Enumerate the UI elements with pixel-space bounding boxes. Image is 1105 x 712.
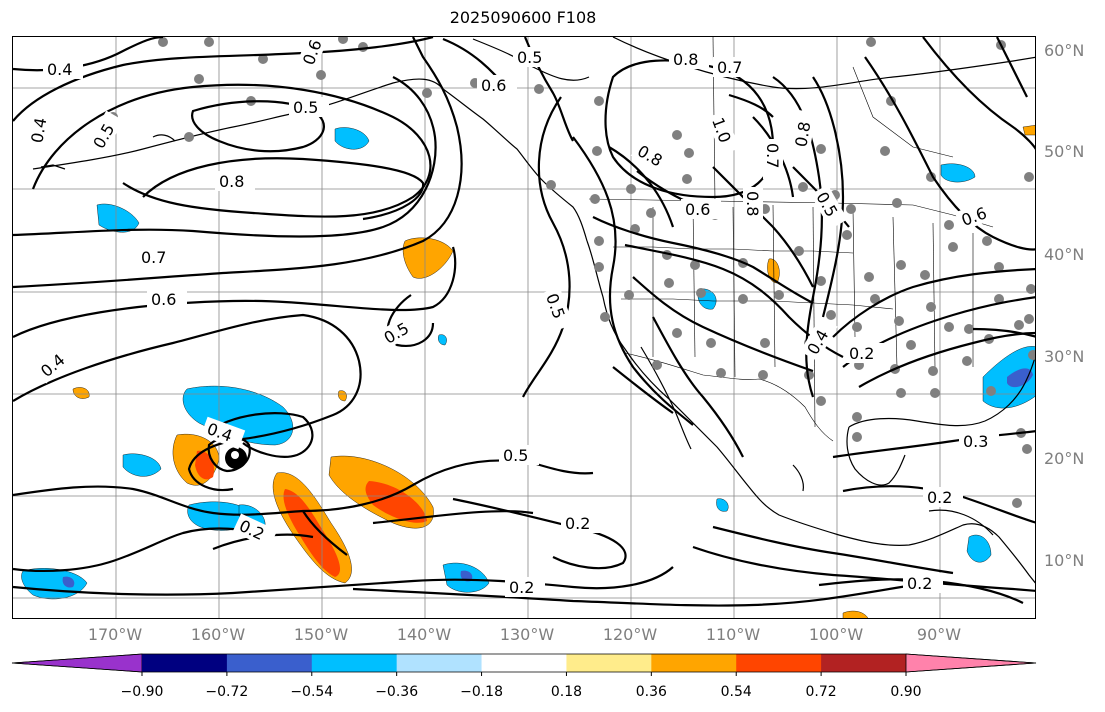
contour-label: 0.8 bbox=[743, 191, 762, 216]
shade-blue bbox=[940, 163, 976, 183]
shade-royal-blue bbox=[62, 576, 75, 588]
colorbar-tick-label: −0.72 bbox=[205, 684, 249, 700]
shade-blue bbox=[122, 453, 162, 477]
colorbar-segment bbox=[142, 654, 228, 672]
colorbar-extend-max bbox=[905, 653, 1037, 673]
lon-label: 90°W bbox=[916, 625, 962, 644]
shade-blue bbox=[21, 568, 88, 600]
lon-label: 100°W bbox=[808, 625, 864, 644]
shade-blue bbox=[96, 203, 140, 233]
contour-label: 0.7 bbox=[141, 248, 166, 267]
contour-label: 0.8 bbox=[219, 172, 244, 191]
contour-label-group: 0.4 0.5 0.6 0.7 0.8 0.4 0.6 0.5 0.8 0.7 … bbox=[25, 37, 1000, 597]
coastlines bbox=[32, 37, 1035, 584]
colorbar-segment bbox=[226, 654, 313, 672]
lat-label: 10°N bbox=[1044, 551, 1085, 570]
colorbar-tick-label: 0.36 bbox=[635, 684, 667, 700]
lon-label: 170°W bbox=[87, 625, 143, 644]
lon-label: 150°W bbox=[293, 625, 349, 644]
colorbar-segment bbox=[736, 654, 822, 672]
lat-label: 40°N bbox=[1044, 245, 1085, 264]
colorbar-segment bbox=[481, 654, 567, 672]
contour-label: 0.2 bbox=[509, 578, 534, 597]
lon-label: 120°W bbox=[602, 625, 658, 644]
contour-label: 0.5 bbox=[293, 98, 318, 117]
shade-blue bbox=[182, 385, 293, 446]
lon-label: 110°W bbox=[705, 625, 761, 644]
contour-label: 0.6 bbox=[151, 290, 176, 309]
plot-title: 2025090600 F108 bbox=[449, 8, 597, 27]
contour-label: 0.2 bbox=[927, 488, 952, 507]
colorbar-tick-label: 0.90 bbox=[890, 684, 922, 700]
shade-royal-blue bbox=[1007, 368, 1033, 388]
contour-label: 0.2 bbox=[907, 574, 932, 593]
colorbar-segment bbox=[566, 654, 652, 672]
map-canvas: 0.4 0.5 0.6 0.7 0.8 0.4 0.6 0.5 0.8 0.7 … bbox=[13, 37, 1035, 618]
shade-orange bbox=[842, 610, 869, 618]
colorbar-tick-label: −0.90 bbox=[120, 684, 164, 700]
colorbar-segment bbox=[311, 654, 398, 672]
shade-orange bbox=[1022, 125, 1035, 136]
contour-label: 0.5 bbox=[503, 446, 528, 465]
shade-orange bbox=[338, 390, 347, 402]
colorbar-segments bbox=[11, 653, 1037, 676]
contour-label: 0.8 bbox=[673, 50, 698, 69]
colorbar-tick-label: −0.36 bbox=[375, 684, 419, 700]
shade-blue bbox=[334, 127, 370, 150]
colorbar-tick-label: −0.54 bbox=[290, 684, 334, 700]
colorbar-segment bbox=[821, 654, 907, 672]
contour-label: 0.6 bbox=[685, 200, 710, 219]
colorbar-tick-label: 0.18 bbox=[550, 684, 583, 700]
lon-label: 140°W bbox=[396, 625, 452, 644]
contour-label: 0.4 bbox=[47, 60, 72, 79]
colorbar-extend-min bbox=[11, 653, 143, 673]
shade-blue bbox=[438, 334, 447, 346]
contour-label: 0.6 bbox=[481, 76, 506, 95]
low-center bbox=[225, 447, 247, 469]
shade-blue bbox=[716, 498, 729, 512]
shade-orange-red bbox=[195, 450, 215, 480]
colorbar-segment bbox=[396, 654, 483, 672]
contour-label: 0.8 bbox=[791, 120, 814, 148]
map-panel: 0.4 0.5 0.6 0.7 0.8 0.4 0.6 0.5 0.8 0.7 … bbox=[12, 36, 1036, 619]
contour-label: 0.2 bbox=[849, 344, 874, 363]
lon-label: 160°W bbox=[190, 625, 246, 644]
contour-label: 0.2 bbox=[565, 514, 590, 533]
lat-label: 20°N bbox=[1044, 449, 1085, 468]
contour-lines bbox=[13, 37, 1035, 607]
station-dots bbox=[108, 37, 1035, 508]
contour-label: 0.7 bbox=[763, 143, 782, 168]
colorbar-tick-label: 0.72 bbox=[805, 684, 837, 700]
colorbar-tick-label: 0.54 bbox=[720, 684, 752, 700]
colorbar-tick-label: −0.18 bbox=[460, 684, 503, 700]
shade-orange-red bbox=[365, 481, 427, 523]
colorbar bbox=[11, 653, 1037, 676]
lat-label: 50°N bbox=[1044, 142, 1085, 161]
lat-label: 30°N bbox=[1044, 347, 1085, 366]
contour-label: 0.4 bbox=[27, 116, 50, 144]
colorbar-segment bbox=[651, 654, 737, 672]
shade-orange bbox=[72, 387, 90, 399]
shade-orange bbox=[402, 237, 454, 279]
contour-label: 0.5 bbox=[517, 48, 542, 67]
lon-label: 130°W bbox=[499, 625, 555, 644]
contour-label: 0.7 bbox=[717, 58, 742, 77]
contour-label: 0.3 bbox=[963, 432, 988, 451]
shade-blue bbox=[966, 534, 992, 563]
lat-label: 60°N bbox=[1044, 41, 1085, 60]
